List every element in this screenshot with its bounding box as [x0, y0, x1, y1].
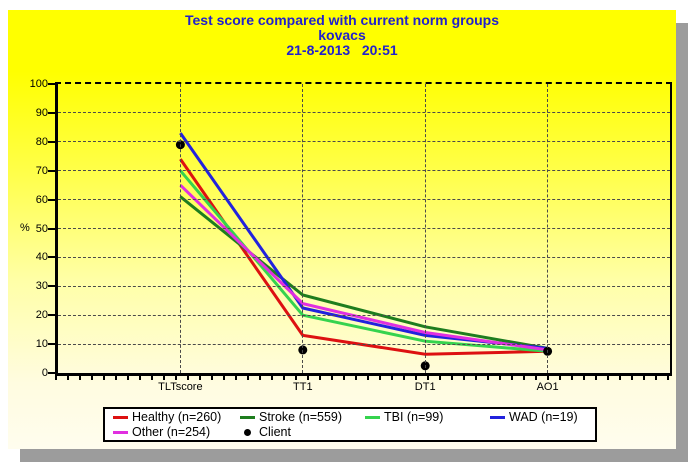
y-axis-label: 0 — [41, 367, 48, 379]
y-axis-label: 60 — [35, 193, 48, 206]
legend-marker-stroke — [240, 415, 255, 419]
series-line-other — [179, 184, 548, 352]
legend-item-healthy: Healthy (n=260) — [113, 410, 240, 424]
legend-label-client: Client — [259, 425, 291, 439]
y-axis-label: 10 — [35, 338, 48, 351]
legend-item-client: Client — [240, 425, 365, 439]
legend-label-stroke: Stroke (n=559) — [259, 410, 343, 424]
legend-item-stroke: Stroke (n=559) — [240, 410, 365, 424]
gridline-horizontal — [58, 112, 670, 114]
gridline-horizontal — [58, 170, 670, 172]
y-axis-unit-label: % — [20, 221, 30, 234]
y-axis-label: 100 — [29, 78, 48, 90]
gridline-horizontal — [58, 228, 670, 229]
x-axis-label: TLTscore — [158, 381, 203, 393]
chart-subtitle-name: kovacs — [318, 27, 366, 43]
gridline-horizontal — [58, 343, 670, 345]
y-axis-label: 80 — [35, 135, 48, 148]
plot-area: 0 10 20 30 40 50 60 70 80 90 100% TLTscore TT1 DT1 AO1 — [20, 78, 672, 393]
x-axis-minor-ticks — [55, 376, 672, 380]
y-axis-label: 30 — [35, 280, 48, 293]
legend-marker-other — [113, 430, 128, 434]
gridline-vertical — [302, 84, 304, 373]
y-axis-tick — [48, 343, 55, 346]
gridline-horizontal — [58, 199, 670, 201]
x-axis-label: TT1 — [293, 381, 313, 393]
y-axis-tick — [48, 198, 55, 201]
y-axis-label: 50 — [35, 222, 48, 235]
legend-item-wad: WAD (n=19) — [490, 410, 595, 424]
y-axis-tick — [48, 111, 55, 114]
y-axis-tick — [48, 256, 55, 259]
y-axis-tick — [48, 227, 55, 230]
legend-item-other: Other (n=254) — [113, 425, 240, 439]
legend-label-wad: WAD (n=19) — [509, 410, 578, 424]
series-line-stroke — [179, 195, 548, 350]
legend-label-other: Other (n=254) — [132, 425, 211, 439]
x-axis-label: AO1 — [536, 381, 559, 393]
series-line-tbi — [179, 169, 548, 353]
legend-marker-wad — [490, 415, 505, 419]
y-axis-label: 70 — [35, 164, 48, 177]
legend-label-healthy: Healthy (n=260) — [132, 410, 222, 424]
legend-label-tbi: TBI (n=99) — [384, 410, 444, 424]
y-axis-label: 40 — [35, 251, 48, 264]
gridline-vertical — [424, 84, 426, 373]
chart-header: Test score compared with current norm gr… — [8, 13, 676, 58]
gridline-vertical — [179, 84, 181, 373]
y-axis-tick — [48, 314, 55, 317]
gridline-horizontal — [58, 141, 670, 143]
x-axis-label: DT1 — [414, 381, 436, 393]
legend-marker-healthy — [113, 415, 128, 419]
gridline-horizontal — [58, 256, 670, 258]
chart-title: Test score compared with current norm gr… — [184, 12, 500, 28]
legend: Healthy (n=260) Stroke (n=559) TBI (n=99) W… — [103, 407, 597, 442]
chart-window: Test score compared with current norm gr… — [8, 10, 676, 449]
y-axis-label: 90 — [35, 106, 48, 119]
legend-marker-client — [244, 428, 251, 436]
y-axis-tick — [48, 140, 55, 143]
gridline-vertical — [547, 84, 549, 373]
gridline-horizontal — [58, 285, 670, 287]
y-axis-tick — [48, 83, 55, 85]
y-axis-label: 20 — [35, 309, 48, 322]
chart-datetime: 21-8-2013 20:51 — [286, 42, 398, 58]
gridline-horizontal — [58, 314, 670, 316]
legend-item-tbi: TBI (n=99) — [365, 410, 490, 424]
y-axis-tick — [48, 285, 55, 288]
y-axis-tick — [48, 169, 55, 172]
legend-marker-tbi — [365, 415, 380, 419]
y-axis-tick — [48, 372, 55, 374]
